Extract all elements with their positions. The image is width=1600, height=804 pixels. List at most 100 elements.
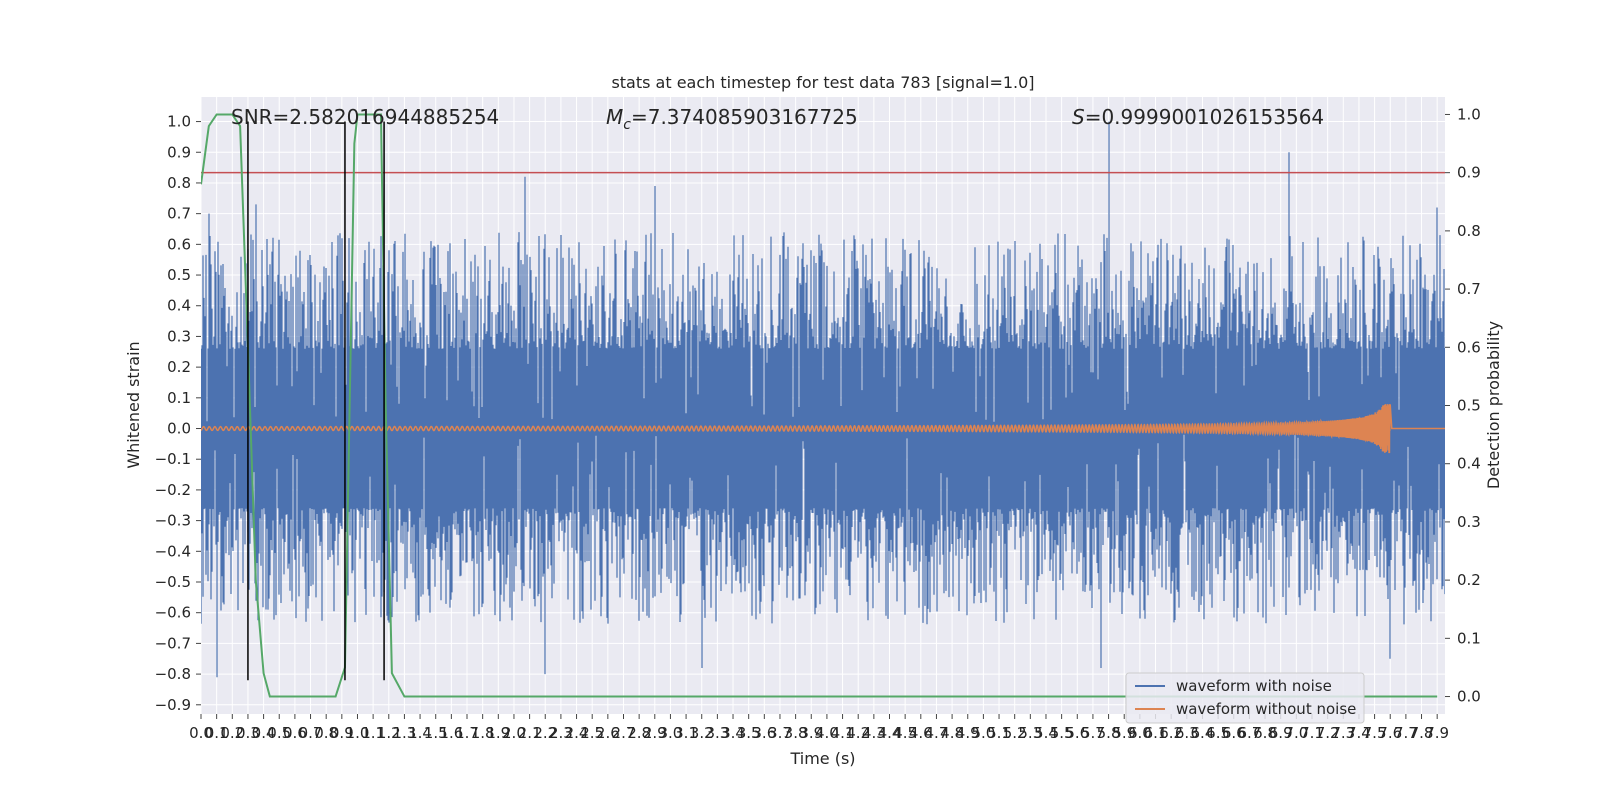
x-tick-label: 0.9 xyxy=(330,724,354,742)
x-tick-label: 3.9 xyxy=(799,724,823,742)
x-tick-label: 5.0 xyxy=(971,724,995,742)
chirp-mass-annotation: Mc=7.374085903167725 xyxy=(606,105,858,133)
x-tick-label: 3.1 xyxy=(674,724,698,742)
x-tick-label: 7.0 xyxy=(1284,724,1308,742)
y-tick-label: −0.7 xyxy=(155,634,191,652)
s-symbol: S xyxy=(1072,105,1085,129)
y-tick-label: 1.0 xyxy=(167,113,191,131)
x-tick-label: 3.2 xyxy=(690,724,714,742)
x-tick-label: 1.8 xyxy=(471,724,495,742)
x-tick-label: 6.4 xyxy=(1191,724,1215,742)
y-tick-label: −0.2 xyxy=(155,481,191,499)
x-tick-label: 0.8 xyxy=(314,724,338,742)
x-tick-label: 2.2 xyxy=(533,724,557,742)
y-tick-label: 0.8 xyxy=(167,174,191,192)
x-tick-label: 1.7 xyxy=(455,724,479,742)
mc-value: =7.374085903167725 xyxy=(631,105,858,129)
x-tick-label: 3.7 xyxy=(768,724,792,742)
clean-series xyxy=(201,404,1445,454)
x-tick-label: 5.3 xyxy=(1018,724,1042,742)
x-tick-label: 5.5 xyxy=(1050,724,1074,742)
x-tick-label: 7.8 xyxy=(1410,724,1434,742)
y-tick-label: 0.4 xyxy=(167,297,191,315)
x-tick-label: 1.2 xyxy=(377,724,401,742)
x-tick-label: 5.9 xyxy=(1112,724,1136,742)
y-tick-label: 0.3 xyxy=(167,327,191,345)
y-axis-label: Whitened strain xyxy=(124,341,143,468)
y-tick-label: 0.6 xyxy=(167,235,191,253)
y2-tick-label: 0.7 xyxy=(1457,280,1481,298)
y2-tick-label: 0.0 xyxy=(1457,688,1481,706)
y-tick-label: −0.9 xyxy=(155,696,191,714)
x-tick-label: 2.3 xyxy=(549,724,573,742)
x-tick-label: 6.6 xyxy=(1222,724,1246,742)
x-tick-label: 2.9 xyxy=(643,724,667,742)
y-tick-label: −0.3 xyxy=(155,512,191,530)
legend-label-clean: waveform without noise xyxy=(1176,700,1356,718)
mc-subscript: c xyxy=(623,117,631,133)
x-tick-label: 2.6 xyxy=(596,724,620,742)
x-tick-label: 1.9 xyxy=(486,724,510,742)
y-tick-label: −0.5 xyxy=(155,573,191,591)
y2-axis-label: Detection probability xyxy=(1484,321,1503,489)
x-tick-label: 1.0 xyxy=(346,724,370,742)
x-tick-label: 5.8 xyxy=(1097,724,1121,742)
x-tick-label: 7.5 xyxy=(1363,724,1387,742)
x-tick-label: 2.1 xyxy=(518,724,542,742)
x-tick-label: 5.2 xyxy=(1003,724,1027,742)
x-tick-label: 1.5 xyxy=(424,724,448,742)
x-tick-label: 7.1 xyxy=(1300,724,1324,742)
x-tick-label: 6.1 xyxy=(1144,724,1168,742)
x-tick-label: 7.6 xyxy=(1378,724,1402,742)
score-annotation: S=0.9999001026153564 xyxy=(1072,105,1324,129)
x-tick-label: 2.4 xyxy=(565,724,589,742)
x-tick-label: 6.8 xyxy=(1253,724,1277,742)
x-tick-label: 7.2 xyxy=(1316,724,1340,742)
x-tick-label: 3.6 xyxy=(752,724,776,742)
x-tick-label: 7.9 xyxy=(1425,724,1449,742)
x-tick-label: 7.3 xyxy=(1331,724,1355,742)
y-tick-label: 0.1 xyxy=(167,389,191,407)
y2-tick-label: 0.9 xyxy=(1457,164,1481,182)
x-tick-label: 6.7 xyxy=(1237,724,1261,742)
y2-tick-label: 0.1 xyxy=(1457,629,1481,647)
y2-tick-label: 0.2 xyxy=(1457,571,1481,589)
clean-waveform xyxy=(201,404,1445,454)
mc-symbol: M xyxy=(606,105,623,129)
y2-tick-label: 1.0 xyxy=(1457,105,1481,123)
x-tick-label: 0.1 xyxy=(205,724,229,742)
x-tick-label: 2.8 xyxy=(627,724,651,742)
legend-box xyxy=(1125,672,1365,724)
y-tick-label: 0.7 xyxy=(167,205,191,223)
x-tick-label: 0.4 xyxy=(252,724,276,742)
x-tick-label: 6.0 xyxy=(1128,724,1152,742)
noise-series xyxy=(201,121,1445,678)
x-tick-label: 2.7 xyxy=(612,724,636,742)
y-tick-label: −0.8 xyxy=(155,665,191,683)
x-tick-label: 0.6 xyxy=(283,724,307,742)
y-tick-label: 0.0 xyxy=(167,420,191,438)
x-tick-label: 4.3 xyxy=(862,724,886,742)
y-tick-label: −0.1 xyxy=(155,450,191,468)
y2-tick-label: 0.6 xyxy=(1457,338,1481,356)
x-tick-label: 2.5 xyxy=(580,724,604,742)
x-tick-label: 4.8 xyxy=(940,724,964,742)
x-tick-label: 7.4 xyxy=(1347,724,1371,742)
x-tick-label: 5.7 xyxy=(1081,724,1105,742)
y2-tick-label: 0.8 xyxy=(1457,222,1481,240)
y2-ticks: 1.0 0.9 0.8 0.7 0.6 0.5 0.4 0.3 0.2 0.1 0.0 xyxy=(1445,105,1481,706)
x-tick-label: 0.5 xyxy=(267,724,291,742)
x-tick-label: 0.2 xyxy=(220,724,244,742)
x-tick-label: 0.3 xyxy=(236,724,260,742)
x-tick-label: 3.0 xyxy=(659,724,683,742)
x-tick-label: 6.9 xyxy=(1269,724,1293,742)
x-tick-label: 4.7 xyxy=(925,724,949,742)
x-tick-label: 2.0 xyxy=(502,724,526,742)
x-tick-label: 5.4 xyxy=(1034,724,1058,742)
y2-tick-label: 0.4 xyxy=(1457,455,1481,473)
x-tick-label: 1.3 xyxy=(392,724,416,742)
x-tick-label: 1.4 xyxy=(408,724,432,742)
y-tick-label: −0.4 xyxy=(155,542,191,560)
